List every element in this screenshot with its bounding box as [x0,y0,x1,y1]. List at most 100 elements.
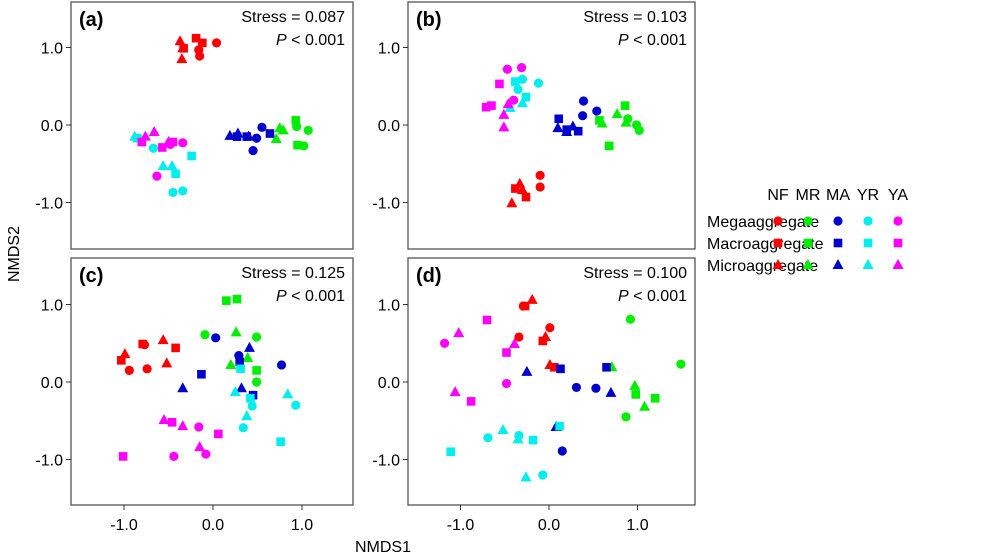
point-yr-triangle [282,388,294,399]
point-ma-square [197,369,206,379]
point-mr-square [222,296,231,305]
y-tick-label: 0.0 [41,375,63,392]
y-tick-label: -1.0 [372,196,400,213]
point-mr-circle [303,125,313,136]
point-yr-square [171,169,180,179]
point-nf-triangle [177,42,189,53]
legend-marker-nf-triangle [772,259,784,269]
point-ya-triangle [158,413,170,424]
point-nf-square [521,192,531,202]
point-yr-triangle [497,424,509,435]
legend-marker-mr-square [803,238,813,248]
point-ya-triangle [498,121,510,132]
legend-marker-nf-circle [773,216,783,226]
point-ma-circle [591,383,601,393]
point-nf-triangle [516,184,528,195]
x-tick-label: 1.0 [626,517,648,534]
point-ma-triangle [605,386,617,397]
point-mr-triangle [242,351,254,362]
legend-marker-ya-square [893,238,903,248]
point-ma-square [556,364,565,374]
point-ma-triangle [567,120,579,131]
p-value: P < 0.001 [276,32,345,49]
point-mr-triangle [620,116,632,127]
point-nf-circle [545,323,555,333]
point-ya-triangle [502,98,514,109]
point-ma-square [554,114,564,124]
point-yr-triangle [166,160,178,171]
plot-frame [407,257,696,506]
point-ma-circle [578,96,589,106]
point-yr-square [446,447,456,457]
p-value: P < 0.001 [276,288,345,305]
point-nf-circle [535,182,545,192]
point-ya-triangle [148,125,160,136]
point-mr-square [293,140,302,150]
point-ya-square [167,418,177,427]
point-yr-circle [538,470,548,480]
legend-marker-ya-circle [893,216,903,226]
point-mr-triangle [225,358,237,369]
legend-marker-ma-square [833,238,843,248]
x-tick-label: -1.0 [110,517,138,534]
point-ya-square [466,397,476,406]
point-mr-triangle [277,124,289,135]
legend-marker-nf-square [773,238,783,248]
point-ma-circle [571,382,582,393]
y-axis-title: NMDS2 [6,226,23,282]
point-ma-square [573,126,583,136]
point-nf-circle [124,365,134,375]
point-yr-square [276,437,285,446]
point-nf-square [520,301,530,311]
panel-a: -1.0 0.0 1.0 (a) Stress = 0.087 P < 0.001 [35,1,354,250]
y-tick-label: -1.0 [35,196,63,213]
x-axis-title: NMDS1 [355,539,411,556]
point-yr-circle [291,400,301,410]
legend-marker-ma-circle [833,216,843,226]
point-yr-triangle [516,97,528,108]
point-yr-circle [513,84,523,94]
point-nf-circle [514,332,524,342]
point-ma-circle [578,111,588,121]
y-tick-label: 1.0 [41,298,63,315]
point-mr-triangle [596,117,608,128]
legend-header-ma: MA [826,187,850,204]
point-ma-square [602,362,611,372]
point-ma-triangle [177,382,189,393]
panel-label: (d) [416,265,442,287]
legend-marker-yr-triangle [862,259,874,269]
point-yr-circle [238,423,248,433]
legend-header-yr: YR [857,187,879,204]
point-nf-square [171,343,180,353]
point-ma-circle [257,122,267,132]
point-ya-square [482,315,492,325]
point-mr-square [232,294,242,304]
point-nf-triangle [119,348,131,359]
point-ya-square [487,101,496,110]
point-ya-circle [508,95,519,105]
panel-c: -1.0 0.0 1.0 -1.0 0.0 1.0 (c) Stress = 0.125 P <… [35,257,354,534]
point-nf-square [191,33,201,43]
point-ya-square [502,348,511,357]
x-tick-label: 0.0 [202,517,224,534]
point-mr-square [620,101,630,110]
stress-value: Stress = 0.100 [583,265,687,282]
legend-marker-yr-circle [863,216,873,226]
panel-label: (c) [79,265,103,287]
point-mr-triangle [611,108,623,119]
point-yr-square [246,393,255,403]
point-nf-circle [535,170,545,180]
point-yr-square [236,364,245,374]
point-yr-circle [168,187,178,198]
point-mr-triangle [629,379,641,390]
point-yr-circle [247,401,257,411]
point-mr-triangle [639,400,651,411]
data-points [439,293,686,482]
point-mr-circle [252,332,262,342]
point-ya-square [157,143,167,152]
point-ya-triangle [177,420,189,431]
point-ya-circle [152,171,162,181]
point-ya-circle [501,378,512,389]
y-tick-label: -1.0 [372,453,400,470]
